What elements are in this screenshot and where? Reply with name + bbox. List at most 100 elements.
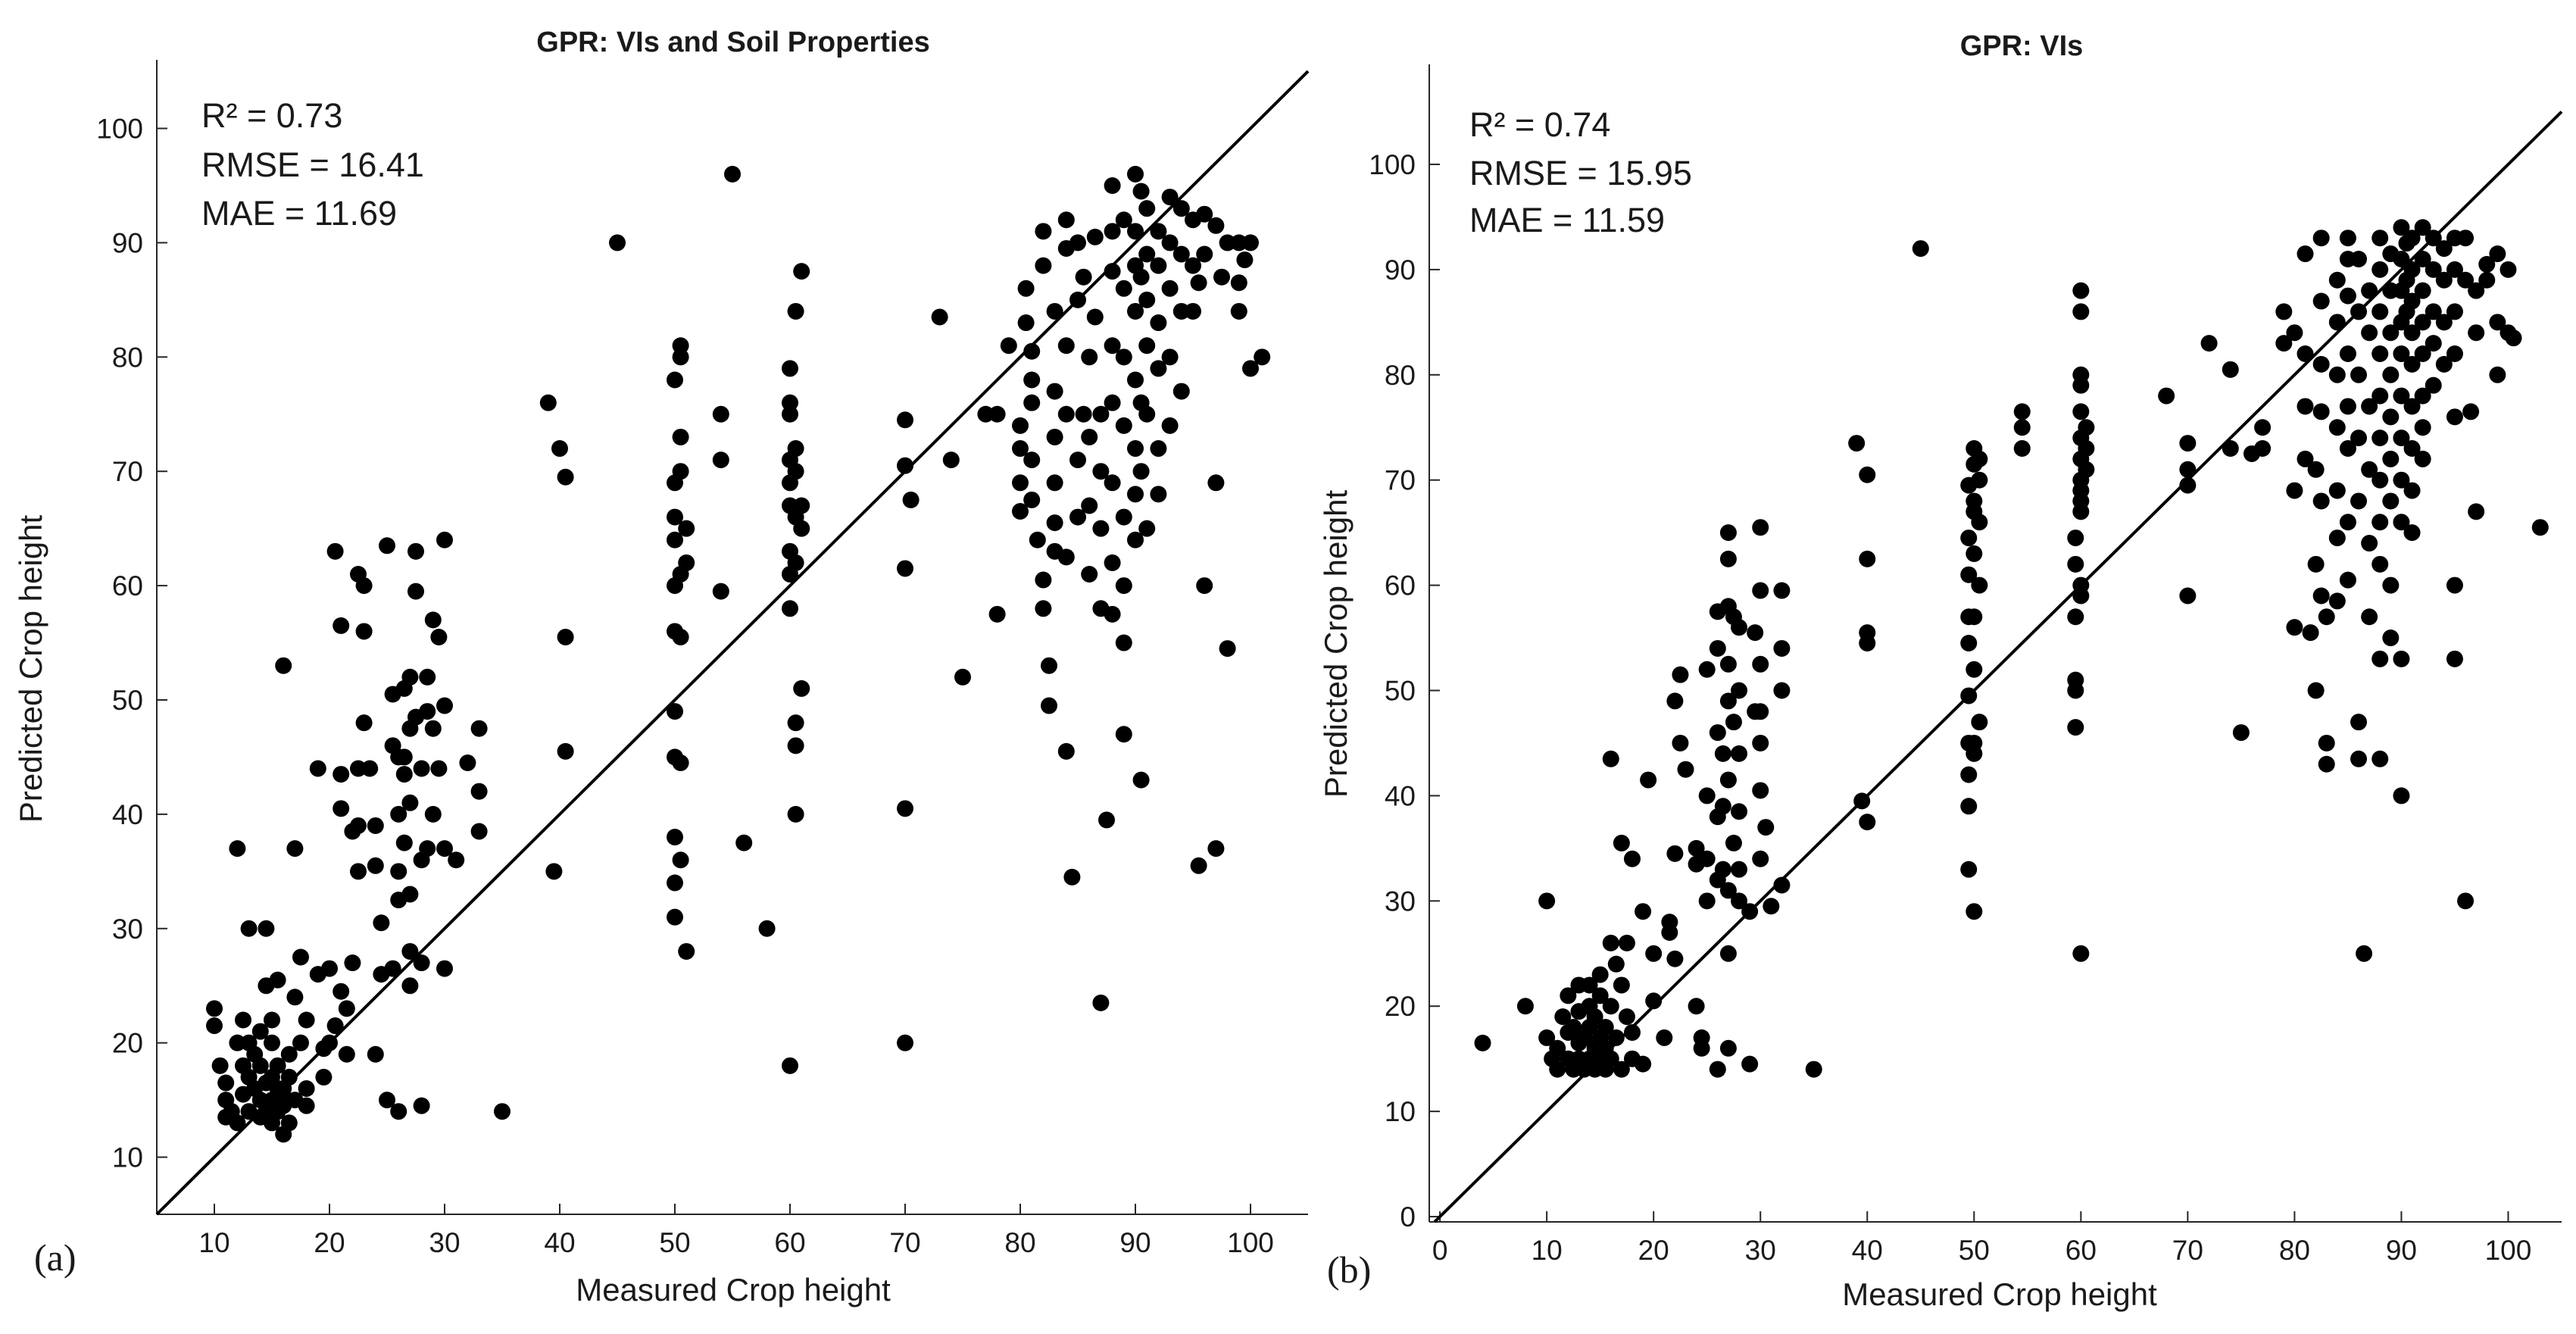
panel-a-data-point [897,1034,913,1051]
panel-b-data-point [2382,630,2400,647]
panel-a-data-point [229,1114,246,1132]
panel-b-data-point [2403,230,2421,247]
panel-a-data-point [459,754,476,771]
panel-a-data-point [401,977,419,995]
panel-a-data-point [470,783,488,800]
panel-b-data-point [2254,419,2272,436]
panel-b-data-point [2414,387,2431,405]
panel-b-data-point [2072,403,2090,420]
panel-a-data-point [1104,554,1121,571]
panel-a-data-point [298,1080,315,1098]
panel-b-data-point [2414,282,2431,299]
panel-a-data-point [1081,348,1098,366]
panel-a-data-point [1161,234,1179,251]
panel-b-data-point [1623,850,1641,867]
panel-a-data-point [1035,571,1052,589]
panel-a-data-point [782,360,798,377]
panel-b-data-point [2457,892,2475,910]
panel-a-data-point [1138,245,1156,263]
panel-b-data-point [2393,514,2410,531]
panel-a-data-point [1046,514,1063,532]
panel-a-data-point [1057,211,1075,229]
panel-b-data-point [1960,766,1978,783]
panel-a-data-point [390,805,407,823]
panel-a-data-point [367,817,384,834]
panel-a-data-point [557,468,574,486]
panel-a-data-point [782,600,798,617]
panel-b-data-point [1960,635,1978,651]
panel-b-data-point [1565,1019,1582,1036]
panel-a-data-point [557,629,574,645]
panel-b-y-tick-label: 50 [1385,676,1416,707]
panel-a-data-point [1161,348,1179,366]
panel-a-data-point [229,1034,246,1051]
panel-b-data-point [1731,892,1748,910]
panel-b-data-point [1698,892,1716,910]
panel-b-data-point [1635,903,1652,920]
panel-b-data-point [2393,250,2410,267]
panel-a-data-point [1127,531,1144,548]
panel-a-data-point [355,623,373,640]
panel-b-data-point [1709,724,1726,742]
panel-a-data-point [1127,486,1144,503]
panel-b-data-point [2307,555,2325,573]
panel-a-data-point [401,668,419,686]
panel-a-data-point [1012,503,1029,520]
panel-a-stat-rmse: RMSE = 16.41 [201,145,424,184]
panel-a-data-point [1092,463,1110,480]
panel-b-data-point [1773,682,1791,699]
panel-b-data-point [1725,714,1742,731]
panel-a-data-point [897,560,913,577]
panel-b-data-point [2371,514,2389,531]
panel-a-data-point [1086,308,1104,326]
panel-b-data-point [1752,519,1769,536]
panel-b-data-point [2382,324,2400,342]
panel-a-y-tick-label: 70 [112,456,143,487]
panel-b-data-point [2425,261,2442,278]
panel-a-data-point [1017,280,1035,297]
panel-a-data-point [1069,451,1086,469]
panel-a-data-point [1127,165,1144,183]
panel-a-data-point [1023,394,1041,411]
panel-b-data-point [1698,661,1716,678]
panel-b-data-point [2371,750,2389,767]
panel-b-data-point [1602,998,1619,1015]
panel-b-data-point [2297,245,2314,263]
panel-b-x-tick-label: 50 [1959,1235,1990,1266]
panel-b-data-point [1560,987,1577,1004]
panel-a-data-point [787,714,804,732]
panel-b-data-point [2275,303,2293,320]
panel-a-data-point [401,942,419,960]
panel-a-data-point [1207,217,1225,234]
panel-a-x-tick-label: 10 [198,1227,229,1258]
panel-b-data-point [1859,635,1876,651]
panel-b-data-point [1731,682,1748,699]
panel-a-data-point [1063,868,1081,886]
panel-b-data-point [1688,998,1705,1015]
panel-b-data-point [2489,245,2506,263]
panel-a-data-point [373,914,390,932]
panel-a-x-tick-label: 40 [544,1227,575,1258]
panel-b-stat-rmse: RMSE = 15.95 [1469,154,1692,192]
panel-a-data-point [407,542,424,560]
panel-b-data-point [2297,345,2314,362]
panel-b-data-point [1960,530,1978,547]
panel-a-data-point [678,520,695,537]
panel-a-data-point [275,1092,292,1109]
panel-a-data-point [333,766,350,783]
panel-b-data-point [1960,798,1978,815]
panel-a-data-point [1190,274,1207,292]
panel-b-data-point [1538,1029,1556,1046]
panel-b-data-point [2468,282,2485,299]
panel-a-data-point [1092,405,1110,423]
panel-b-x-tick-label: 0 [1432,1235,1448,1266]
panel-a-data-point [678,942,695,960]
panel-b-data-point [1848,435,1866,452]
panel-b-data-point [1971,514,1988,531]
panel-b-data-point [2371,471,2389,489]
panel-a-data-point [712,583,729,600]
panel-b-data-point [1709,1061,1726,1078]
panel-b-data-point [2403,524,2421,542]
panel-a-data-point [1127,440,1144,458]
panel-a-data-point [395,766,413,783]
